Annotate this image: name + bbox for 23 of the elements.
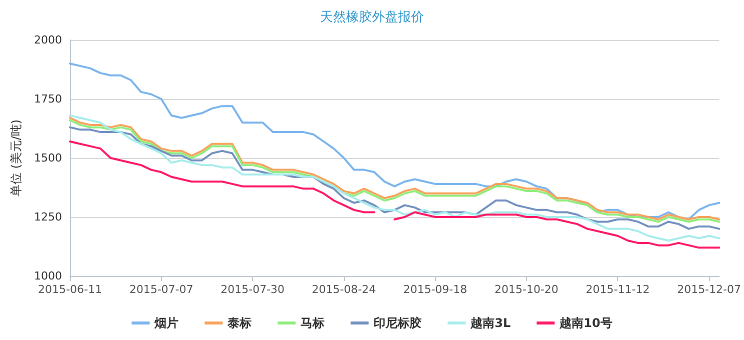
chart-title: 天然橡胶外盘报价 (320, 10, 424, 25)
x-tick-label: 2015-09-18 (403, 283, 468, 296)
x-tick-label: 2015-07-30 (220, 283, 285, 296)
legend-label: 印尼标胶 (374, 316, 422, 330)
x-tick-label: 2015-11-12 (586, 283, 650, 296)
x-tick-label: 2015-08-24 (312, 283, 376, 296)
y-tick-label: 1750 (34, 92, 62, 106)
x-tick-label: 2015-12-07 (677, 283, 742, 296)
y-tick-label: 1250 (34, 210, 62, 224)
y-tick-label: 2000 (34, 34, 62, 46)
y-axis-title: 单位 (美元/吨) (9, 119, 23, 197)
x-tick-label: 2015-07-07 (129, 283, 194, 296)
legend-label: 越南10号 (558, 316, 612, 330)
line-series (69, 62, 720, 220)
legend-label: 烟片 (154, 316, 179, 330)
line-series (69, 114, 720, 242)
legend-label: 泰标 (226, 316, 252, 330)
y-tick-label: 1000 (34, 270, 62, 282)
x-tick-label: 2015-06-11 (38, 283, 102, 296)
y-tick-label: 1500 (34, 152, 62, 164)
legend-label: 越南3L (470, 316, 511, 330)
legend-label: 马标 (300, 316, 325, 330)
x-tick-label: 2015-10-20 (494, 283, 558, 296)
